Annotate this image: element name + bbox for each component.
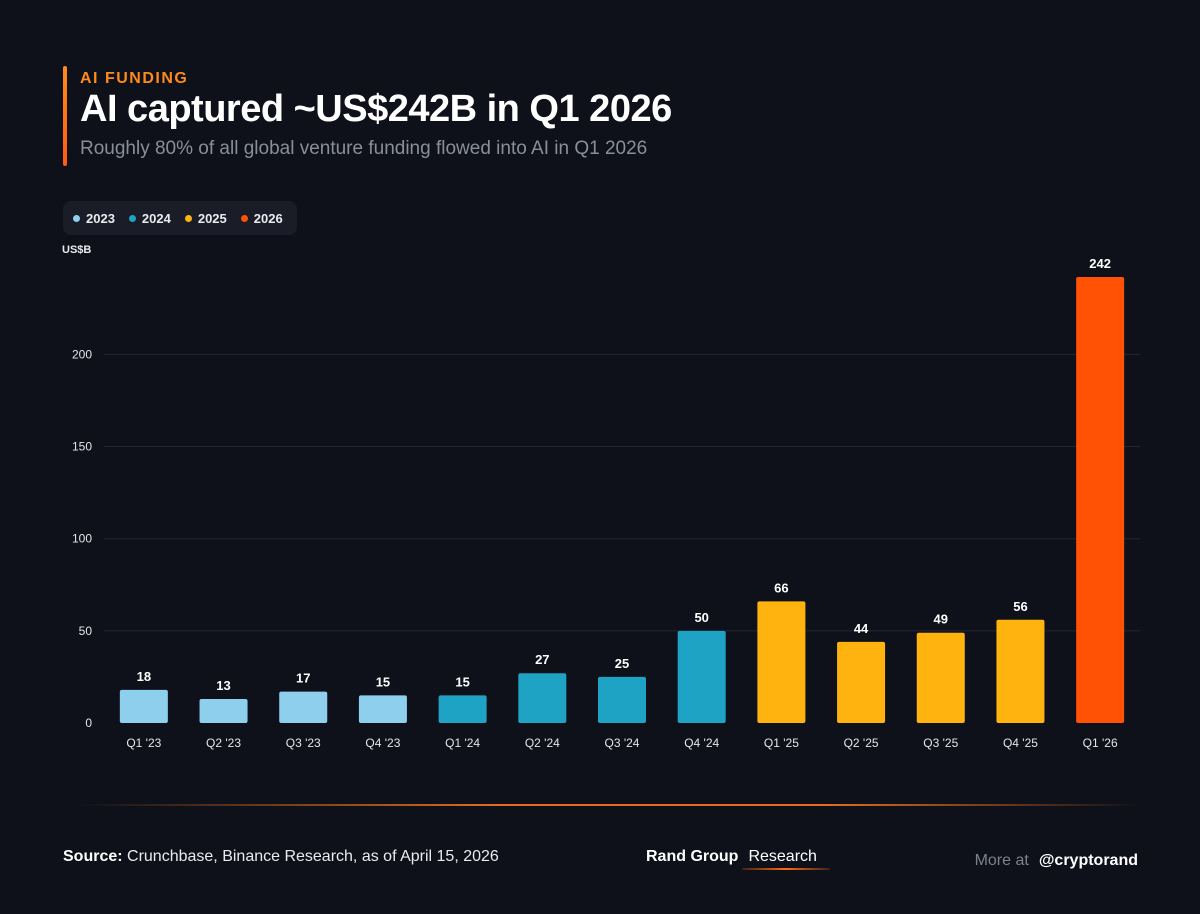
x-tick-label: Q1 '25 xyxy=(764,736,799,750)
source-label: Source: xyxy=(63,848,123,865)
bar-3 xyxy=(279,691,328,723)
bar-7 xyxy=(598,676,646,723)
bar-8 xyxy=(677,630,726,723)
bar-value-label: 50 xyxy=(694,610,708,625)
bar-1 xyxy=(119,689,168,723)
y-axis-unit: US$B xyxy=(62,244,92,256)
bar-value-label: 56 xyxy=(1013,599,1027,614)
legend-item-2026: 2026 xyxy=(240,210,283,226)
legend-item-2023: 2023 xyxy=(73,211,115,226)
y-tick-label-200: 200 xyxy=(72,347,92,361)
x-tick-label: Q1 '26 xyxy=(1083,736,1118,750)
bar-9 xyxy=(757,601,806,723)
bar-value-label: 25 xyxy=(615,656,629,671)
bar-value-label: 49 xyxy=(934,612,948,627)
bar-10 xyxy=(837,641,886,723)
bar-value-label: 18 xyxy=(137,669,151,684)
legend: 2023 2024 2025 2026 xyxy=(63,201,297,235)
legend-dot-2026 xyxy=(240,214,248,222)
y-tick-label-150: 150 xyxy=(72,440,92,454)
legend-dot-2023 xyxy=(73,214,80,222)
page-subtitle: Roughly 80% of all global venture fundin… xyxy=(80,138,648,159)
bar-value-label: 15 xyxy=(455,674,469,689)
x-tick-label: Q3 '24 xyxy=(605,736,640,750)
bar-4 xyxy=(358,695,407,723)
x-tick-label: Q4 '23 xyxy=(365,736,400,750)
legend-label-2024: 2024 xyxy=(141,210,171,226)
more-label: More at xyxy=(974,852,1029,869)
source-text: Crunchbase, Binance Research, as of Apri… xyxy=(122,848,499,865)
bar-2 xyxy=(199,699,248,723)
brand-tag: Research xyxy=(748,848,817,865)
more-at: More at @cryptorand xyxy=(975,852,1138,870)
footer-divider xyxy=(80,804,1140,806)
bar-value-label: 66 xyxy=(774,580,788,595)
x-tick-label: Q4 '24 xyxy=(684,736,719,750)
bar-value-label: 44 xyxy=(854,621,869,636)
bar-6 xyxy=(518,673,567,723)
x-tick-label: Q2 '23 xyxy=(206,736,241,750)
x-tick-label: Q3 '25 xyxy=(923,736,958,750)
source-note: Source: Crunchbase, Binance Research, as… xyxy=(63,848,499,866)
x-tick-label: Q3 '23 xyxy=(286,736,321,750)
legend-item-2024: 2024 xyxy=(128,210,171,226)
legend-label-2025: 2025 xyxy=(197,210,227,226)
bar-13 xyxy=(1076,277,1125,723)
header-accent-bar xyxy=(63,66,67,166)
bar-5 xyxy=(438,695,487,723)
legend-dot-2024 xyxy=(128,214,136,222)
brand-name: Rand Group xyxy=(646,848,739,865)
bar-11 xyxy=(916,632,965,723)
brand-underline xyxy=(742,868,830,870)
bar-value-label: 15 xyxy=(376,674,390,689)
bar-value-label: 27 xyxy=(535,652,549,667)
x-tick-label: Q1 '23 xyxy=(126,736,161,750)
x-tick-label: Q2 '24 xyxy=(525,736,560,750)
x-tick-label: Q2 '25 xyxy=(844,736,879,750)
bar-12 xyxy=(996,619,1045,723)
legend-item-2025: 2025 xyxy=(184,210,227,226)
y-tick-label-50: 50 xyxy=(79,624,93,638)
bar-value-label: 13 xyxy=(216,678,230,693)
x-tick-label: Q4 '25 xyxy=(1003,736,1038,750)
legend-label-2023: 2023 xyxy=(86,210,115,226)
bar-value-label: 17 xyxy=(296,671,310,686)
page-title: AI captured ~US$242B in Q1 2026 xyxy=(80,88,672,130)
legend-label-2026: 2026 xyxy=(253,210,283,226)
social-handle-link[interactable]: @cryptorand xyxy=(1038,852,1138,869)
x-tick-label: Q1 '24 xyxy=(445,736,480,750)
brand: Rand Group Research xyxy=(646,848,817,866)
y-tick-label-0: 0 xyxy=(85,716,92,730)
legend-dot-2025 xyxy=(184,214,192,222)
kicker: AI FUNDING xyxy=(80,70,189,87)
bar-value-label: 242 xyxy=(1089,256,1111,271)
y-tick-label-100: 100 xyxy=(72,532,92,546)
